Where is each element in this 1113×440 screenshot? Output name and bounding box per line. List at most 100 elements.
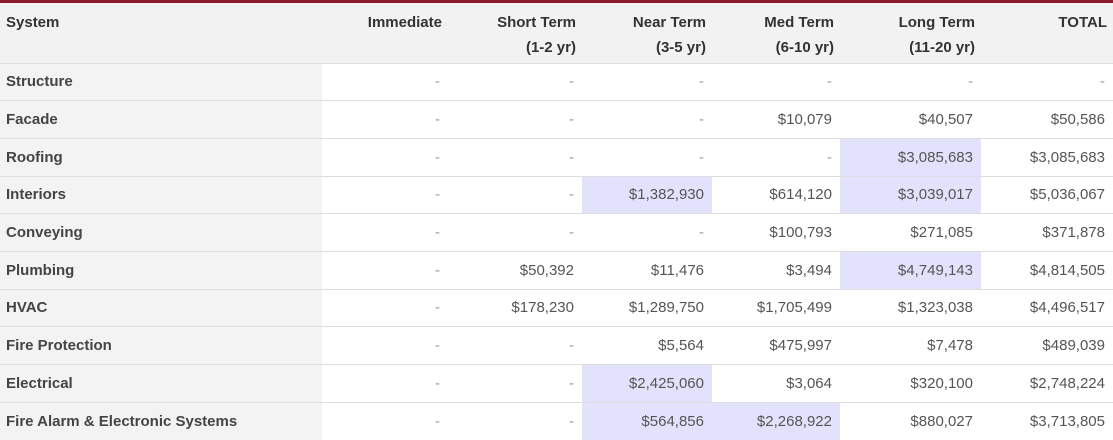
cell-long-term: $271,085 bbox=[840, 213, 981, 252]
cost-table: System Immediate Short Term (1-2 yr) Near… bbox=[0, 3, 1113, 440]
cell-med-term: $475,997 bbox=[712, 326, 840, 365]
cell-immediate: - bbox=[322, 288, 448, 327]
cell-short-term: - bbox=[448, 364, 582, 403]
cell-med-term: $2,268,922 bbox=[712, 401, 840, 440]
cell-short-term: - bbox=[448, 100, 582, 139]
cell-near-term: $2,425,060 bbox=[582, 364, 712, 403]
cell-short-term: - bbox=[448, 137, 582, 177]
header-med-term[interactable]: Med Term (6-10 yr) bbox=[712, 3, 840, 63]
header-long-term[interactable]: Long Term (11-20 yr) bbox=[840, 3, 981, 63]
table-row: Plumbing - $50,392 $11,476 $3,494 $4,749,143 $… bbox=[0, 250, 1113, 290]
header-system[interactable]: System bbox=[0, 3, 322, 63]
cell-near-term: $1,382,930 bbox=[582, 175, 712, 214]
table-row: Conveying - - - $100,793 $271,085 $371,878 bbox=[0, 213, 1113, 252]
header-near-term[interactable]: Near Term (3-5 yr) bbox=[582, 3, 712, 63]
cell-system: HVAC bbox=[0, 288, 322, 327]
cell-total: $5,036,067 bbox=[981, 175, 1113, 214]
cell-immediate: - bbox=[322, 364, 448, 403]
cell-total: $4,496,517 bbox=[981, 288, 1113, 327]
cell-immediate: - bbox=[322, 175, 448, 214]
cell-system: Interiors bbox=[0, 175, 322, 214]
cell-system: Structure bbox=[0, 62, 322, 101]
cell-short-term: - bbox=[448, 62, 582, 101]
cell-med-term: $10,079 bbox=[712, 100, 840, 139]
cell-immediate: - bbox=[322, 213, 448, 252]
header-short-term-range: (1-2 yr) bbox=[525, 39, 576, 56]
cell-short-term: - bbox=[448, 213, 582, 252]
cell-short-term: $178,230 bbox=[448, 288, 582, 327]
header-near-term-range: (3-5 yr) bbox=[655, 39, 706, 56]
cell-med-term: - bbox=[712, 62, 840, 101]
cell-immediate: - bbox=[322, 62, 448, 101]
cell-med-term: $3,494 bbox=[712, 250, 840, 290]
cell-med-term: $1,705,499 bbox=[712, 288, 840, 327]
cell-total: $4,814,505 bbox=[981, 250, 1113, 290]
cell-system: Fire Protection bbox=[0, 326, 322, 365]
header-row: System Immediate Short Term (1-2 yr) Near… bbox=[0, 3, 1113, 63]
cell-near-term: - bbox=[582, 100, 712, 139]
header-med-term-range: (6-10 yr) bbox=[775, 39, 834, 56]
cell-long-term: $320,100 bbox=[840, 364, 981, 403]
cell-long-term: - bbox=[840, 62, 981, 101]
table-row: Electrical - - $2,425,060 $3,064 $320,100 $2,7… bbox=[0, 364, 1113, 403]
header-short-term[interactable]: Short Term (1-2 yr) bbox=[448, 3, 582, 63]
header-immediate[interactable]: Immediate bbox=[322, 3, 448, 63]
cell-near-term: - bbox=[582, 213, 712, 252]
cell-system: Plumbing bbox=[0, 250, 322, 290]
cell-short-term: $50,392 bbox=[448, 250, 582, 290]
cell-total: $50,586 bbox=[981, 100, 1113, 139]
cell-system: Roofing bbox=[0, 137, 322, 177]
table-row: Facade - - - $10,079 $40,507 $50,586 bbox=[0, 100, 1113, 139]
cell-system: Electrical bbox=[0, 364, 322, 403]
cell-immediate: - bbox=[322, 250, 448, 290]
header-total-label: TOTAL bbox=[1058, 14, 1107, 31]
header-total[interactable]: TOTAL bbox=[981, 3, 1113, 63]
cell-near-term: $1,289,750 bbox=[582, 288, 712, 327]
table-row: Structure - - - - - - bbox=[0, 62, 1113, 101]
cell-long-term: $1,323,038 bbox=[840, 288, 981, 327]
cell-med-term: $614,120 bbox=[712, 175, 840, 214]
cell-immediate: - bbox=[322, 401, 448, 440]
cell-system: Fire Alarm & Electronic Systems bbox=[0, 401, 322, 440]
header-long-term-label: Long Term bbox=[898, 14, 975, 31]
cell-near-term: $11,476 bbox=[582, 250, 712, 290]
header-long-term-range: (11-20 yr) bbox=[909, 39, 975, 56]
cell-med-term: - bbox=[712, 137, 840, 177]
header-near-term-label: Near Term bbox=[632, 14, 706, 31]
cell-long-term: $7,478 bbox=[840, 326, 981, 365]
cell-total: - bbox=[981, 62, 1113, 101]
cell-med-term: $3,064 bbox=[712, 364, 840, 403]
cell-short-term: - bbox=[448, 326, 582, 365]
cell-total: $3,085,683 bbox=[981, 137, 1113, 177]
header-system-label: System bbox=[6, 14, 60, 31]
cell-long-term: $40,507 bbox=[840, 100, 981, 139]
cell-system: Conveying bbox=[0, 213, 322, 252]
cell-immediate: - bbox=[322, 137, 448, 177]
table-row: Interiors - - $1,382,930 $614,120 $3,039,017 $… bbox=[0, 175, 1113, 214]
cell-short-term: - bbox=[448, 175, 582, 214]
cell-immediate: - bbox=[322, 100, 448, 139]
header-med-term-label: Med Term bbox=[764, 14, 834, 31]
cell-near-term: - bbox=[582, 137, 712, 177]
cell-immediate: - bbox=[322, 326, 448, 365]
table-row: Roofing - - - - $3,085,683 $3,085,683 bbox=[0, 137, 1113, 177]
cell-system: Facade bbox=[0, 100, 322, 139]
cell-total: $371,878 bbox=[981, 213, 1113, 252]
table-row: HVAC - $178,230 $1,289,750 $1,705,499 $1,323,… bbox=[0, 288, 1113, 327]
cell-short-term: - bbox=[448, 401, 582, 440]
cell-near-term: $564,856 bbox=[582, 401, 712, 440]
cell-near-term: $5,564 bbox=[582, 326, 712, 365]
cell-med-term: $100,793 bbox=[712, 213, 840, 252]
cell-long-term: $3,039,017 bbox=[840, 175, 981, 214]
cell-near-term: - bbox=[582, 62, 712, 101]
table-row: Fire Alarm & Electronic Systems - - $564,85… bbox=[0, 401, 1113, 440]
cell-long-term: $880,027 bbox=[840, 401, 981, 440]
cell-total: $3,713,805 bbox=[981, 401, 1113, 440]
table-body: Structure - - - - - - Facade - - - $10,079 $40,507 $5… bbox=[0, 62, 1113, 440]
cell-long-term: $3,085,683 bbox=[840, 137, 981, 177]
header-short-term-label: Short Term bbox=[497, 14, 576, 31]
header-immediate-label: Immediate bbox=[367, 14, 442, 31]
table-header: System Immediate Short Term (1-2 yr) Near… bbox=[0, 3, 1113, 63]
top-accent-line bbox=[0, 0, 1113, 3]
cell-total: $489,039 bbox=[981, 326, 1113, 365]
